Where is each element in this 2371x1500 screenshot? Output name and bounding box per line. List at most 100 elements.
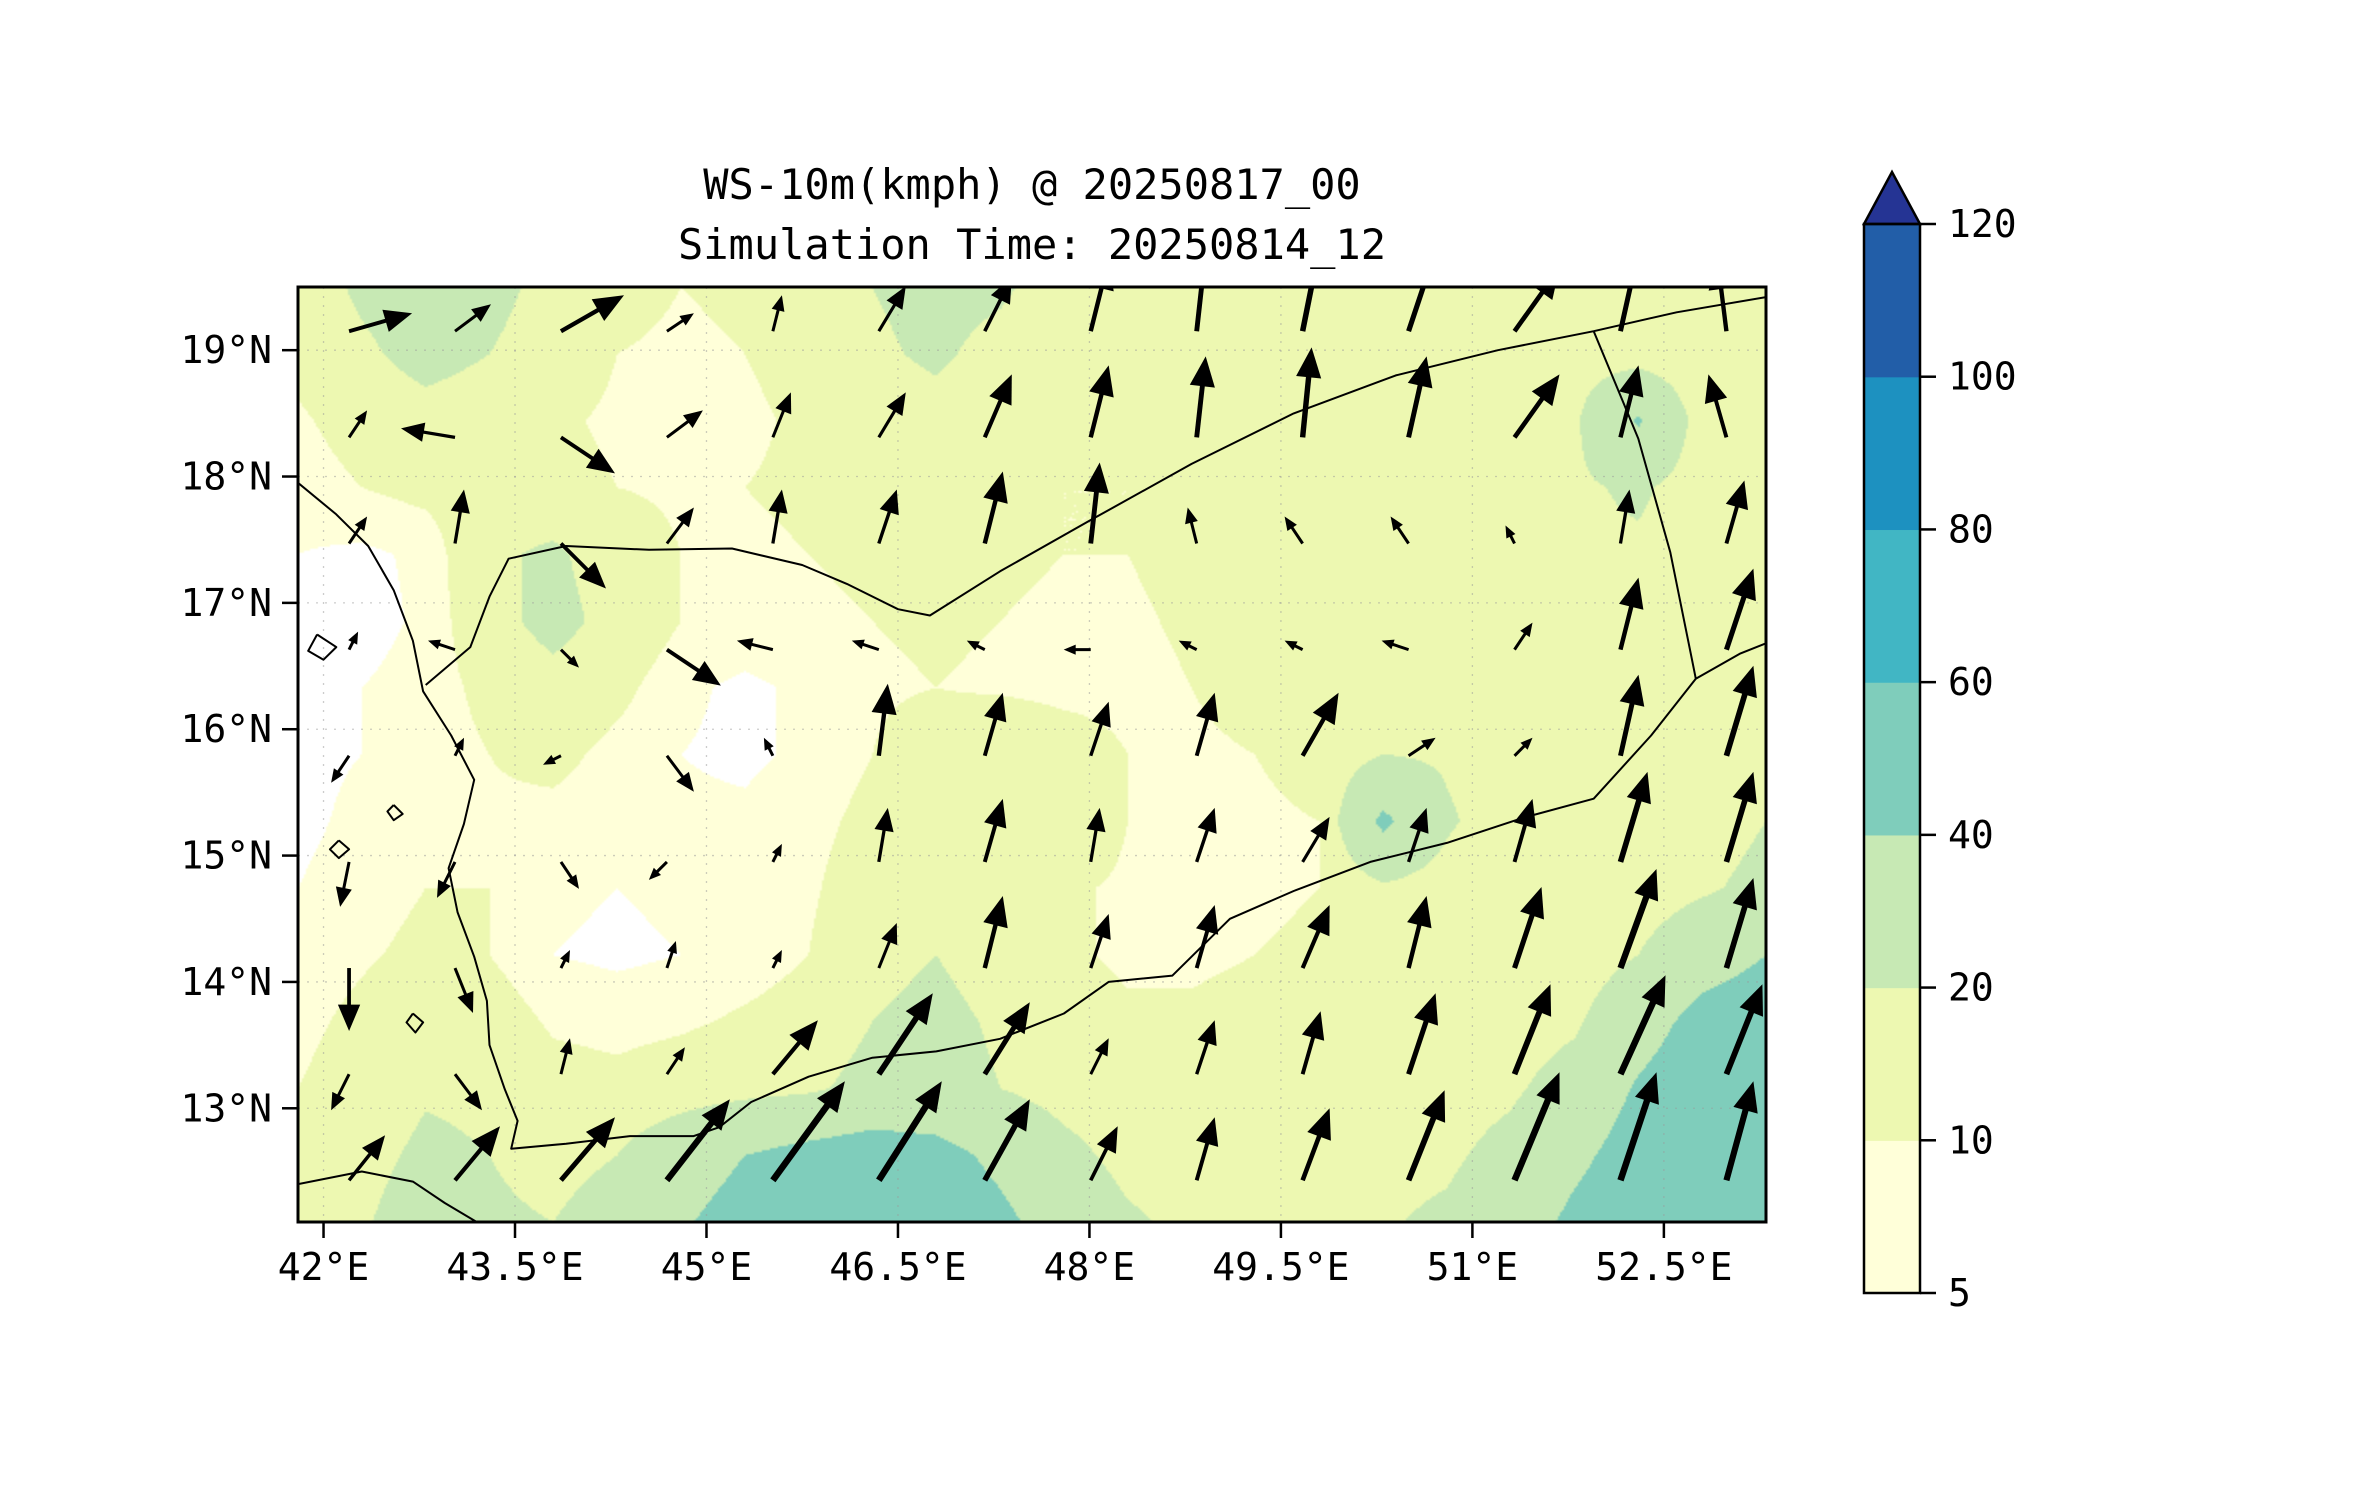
- wind-arrow-head: [1725, 480, 1748, 511]
- wind-arrow-shaft: [1512, 822, 1528, 863]
- wind-arrow-head: [1063, 644, 1076, 655]
- wind-arrow-head: [331, 768, 344, 783]
- wind-arrow-shaft: [876, 711, 887, 757]
- wind-arrow-shaft: [1618, 701, 1635, 757]
- wind-arrow-shaft: [983, 297, 1003, 333]
- wind-arrow-shaft: [771, 408, 786, 438]
- wind-arrow-head: [1619, 577, 1644, 610]
- wind-arrow-head: [1086, 807, 1106, 833]
- wind-arrow-head: [1196, 692, 1219, 723]
- wind-arrow-head: [1620, 250, 1645, 282]
- wind-arrow-shaft: [1089, 934, 1104, 969]
- wind-arrow-shaft: [347, 1151, 373, 1182]
- wind-arrow-head: [1407, 896, 1432, 929]
- wind-arrow-head: [1004, 1099, 1030, 1132]
- wind-arrow-head: [1505, 525, 1516, 539]
- wind-arrow-head: [886, 392, 906, 416]
- wind-arrow-head: [1189, 356, 1215, 388]
- wind-arrow-shaft: [1088, 490, 1100, 544]
- wind-arrow-head: [990, 287, 1012, 305]
- wind-arrow-shaft: [1194, 1141, 1210, 1181]
- y-tick-label: 18°N: [180, 455, 272, 499]
- wind-arrow-head: [1381, 639, 1395, 650]
- plot-border: [296, 285, 1768, 1224]
- wind-arrow-head: [1284, 516, 1297, 531]
- colorbar-segment: [1864, 834, 1920, 989]
- wind-arrow-head: [1083, 462, 1109, 494]
- colorbar-segment: [1864, 987, 1920, 1141]
- wind-arrow-head: [676, 507, 694, 528]
- wind-arrow-shaft: [336, 1073, 351, 1098]
- wind-arrow-shaft: [1723, 1009, 1755, 1076]
- wind-arrow-head: [437, 879, 451, 898]
- wind-arrow-head: [679, 313, 694, 326]
- wind-arrow-head: [736, 638, 754, 651]
- wind-arrow-shaft: [665, 648, 701, 674]
- wind-arrow-head: [989, 374, 1012, 406]
- wind-arrow-shaft: [1195, 1040, 1210, 1075]
- wind-arrow-shaft: [347, 419, 362, 439]
- wind-arrow-shaft: [982, 398, 1004, 439]
- wind-arrow-shaft: [666, 419, 691, 439]
- wind-arrow-shaft: [666, 318, 686, 333]
- wind-arrow-shaft: [876, 1014, 920, 1076]
- wind-arrow-shaft: [1617, 1097, 1651, 1182]
- y-tick-label: 16°N: [180, 707, 272, 751]
- wind-arrow-head: [1520, 622, 1533, 638]
- wind-arrow-head: [591, 295, 624, 321]
- wind-arrow-shaft: [1618, 604, 1634, 651]
- wind-arrow-head: [1091, 914, 1111, 940]
- wind-arrow-shaft: [982, 716, 998, 757]
- wind-arrow-shaft: [877, 509, 892, 545]
- wind-arrow-shaft: [1406, 828, 1422, 863]
- wind-arrow-head: [1091, 701, 1111, 728]
- wind-arrow-head: [1733, 1081, 1758, 1114]
- colorbar-outline: [1862, 222, 1922, 1295]
- colorbar-tick-label: 120: [1948, 202, 2017, 246]
- wind-arrow-head: [1409, 807, 1429, 834]
- x-tick-label: 46.5°E: [829, 1245, 966, 1289]
- wind-arrow-shaft: [876, 1103, 930, 1183]
- wind-arrow-shaft: [1617, 999, 1657, 1076]
- wind-arrow-head: [966, 640, 980, 651]
- wind-arrow-shaft: [1407, 742, 1427, 758]
- wind-arrow-shaft: [1406, 383, 1423, 438]
- wind-arrow-shaft: [665, 1056, 680, 1076]
- y-tick-label: 15°N: [180, 834, 272, 878]
- wind-arrow-head: [331, 1091, 345, 1111]
- wind-arrow-head: [454, 737, 464, 751]
- wind-arrow-head: [543, 754, 556, 765]
- wind-arrow-shaft: [336, 754, 351, 774]
- wind-arrow-head: [1616, 489, 1636, 514]
- wind-arrow-head: [817, 1081, 845, 1113]
- wind-arrow-shaft: [1088, 391, 1105, 438]
- wind-arrow-head: [335, 886, 352, 907]
- wind-arrow-head: [1641, 975, 1666, 1008]
- wind-arrow-head: [1421, 1090, 1446, 1123]
- wind-arrow-head: [775, 392, 792, 415]
- wind-arrow-head: [1531, 374, 1560, 407]
- wind-arrow-shaft: [442, 861, 457, 886]
- chart-subtitle: Simulation Time: 20250814_12: [677, 220, 1386, 269]
- wind-arrow-head: [886, 287, 906, 310]
- colorbar-tick-label: 10: [1948, 1118, 1994, 1162]
- wind-arrow-shaft: [1390, 642, 1410, 652]
- wind-arrow-shaft: [1289, 525, 1304, 545]
- wind-arrow-head: [1301, 1011, 1325, 1041]
- wind-arrow-head: [337, 1004, 361, 1031]
- x-tick-label: 49.5°E: [1212, 1245, 1349, 1289]
- wind-arrow-shaft: [1618, 287, 1633, 332]
- wind-arrow-shaft: [1713, 398, 1729, 438]
- wind-arrow-shaft: [665, 520, 685, 545]
- wind-arrow-shaft: [770, 1102, 832, 1183]
- wind-arrow-head: [566, 874, 579, 889]
- wind-arrow-head: [1196, 905, 1219, 935]
- wind-arrow-head: [1520, 887, 1544, 920]
- wind-arrow-head: [1197, 1020, 1217, 1046]
- wind-arrow-head: [585, 1117, 615, 1149]
- y-tick-label: 13°N: [180, 1086, 272, 1130]
- colorbar-tick-label: 40: [1948, 813, 1994, 857]
- wind-arrow-shaft: [1301, 833, 1321, 863]
- wind-arrow-head: [881, 923, 898, 946]
